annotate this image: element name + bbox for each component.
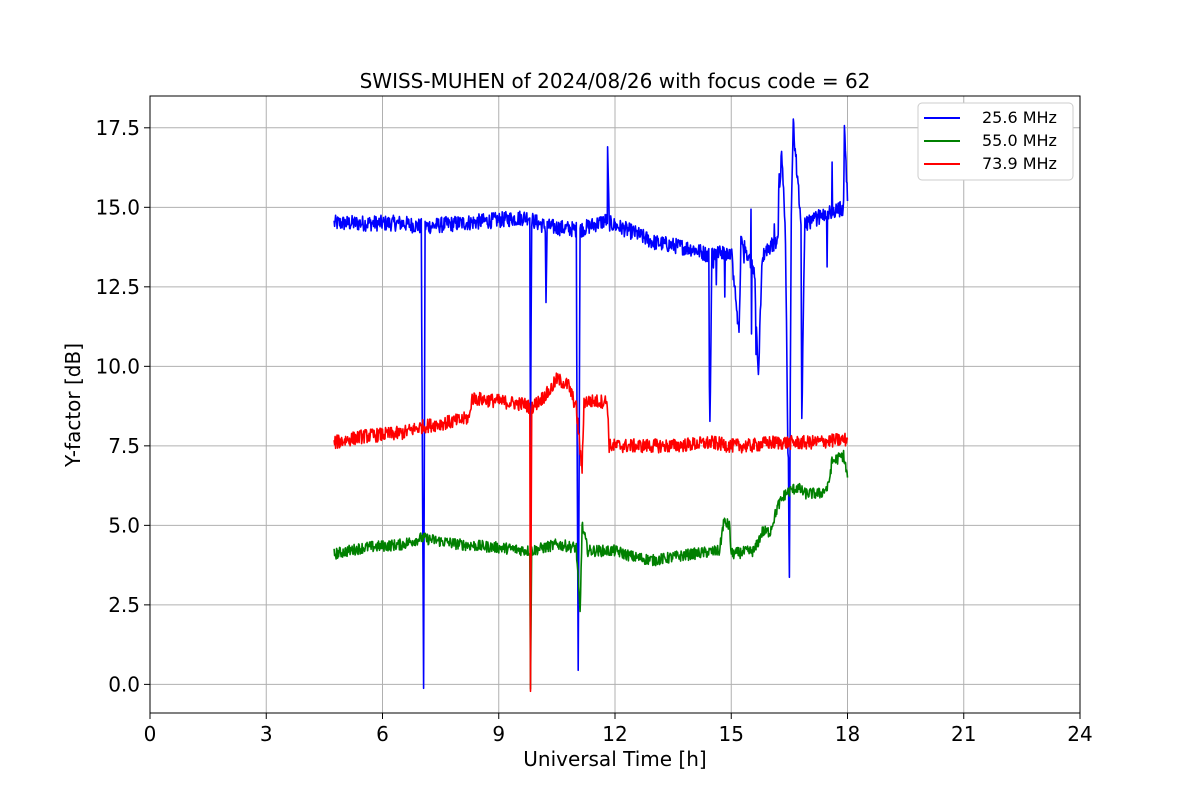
y-axis-label: Y-factor [dB] [61,343,85,468]
legend-label: 73.9 MHz [982,154,1057,173]
y-tick-label: 2.5 [108,593,140,617]
y-tick-label: 0.0 [108,672,140,696]
series-line-2 [333,449,849,690]
chart-title: SWISS-MUHEN of 2024/08/26 with focus cod… [360,69,871,93]
x-tick-label: 15 [719,722,744,746]
ticks: 0 3 6 9 12 15 18 21 24 0.0 2.5 5.0 7.5 10.0 12.5 15.0 17… [95,116,1092,746]
y-tick-label: 7.5 [108,434,140,458]
series-layer [333,118,849,693]
x-axis-label: Universal Time [h] [523,747,706,771]
x-tick-label: 21 [951,722,976,746]
x-tick-label: 6 [376,722,389,746]
legend: 25.6 MHz 55.0 MHz 73.9 MHz [917,102,1074,181]
legend-label: 55.0 MHz [982,131,1057,150]
y-tick-label: 17.5 [95,116,140,140]
legend-label: 25.6 MHz [982,108,1057,127]
y-tick-label: 15.0 [95,195,140,219]
x-tick-label: 18 [835,722,860,746]
x-tick-label: 3 [260,722,273,746]
legend-box [917,102,1074,181]
x-tick-label: 24 [1067,722,1092,746]
series-line-3 [333,372,849,693]
y-tick-label: 5.0 [108,513,140,537]
series-line-1 [333,118,849,690]
x-tick-label: 12 [602,722,627,746]
y-tick-label: 12.5 [95,275,140,299]
x-tick-label: 0 [144,722,157,746]
y-tick-label: 10.0 [95,354,140,378]
x-tick-label: 9 [492,722,505,746]
